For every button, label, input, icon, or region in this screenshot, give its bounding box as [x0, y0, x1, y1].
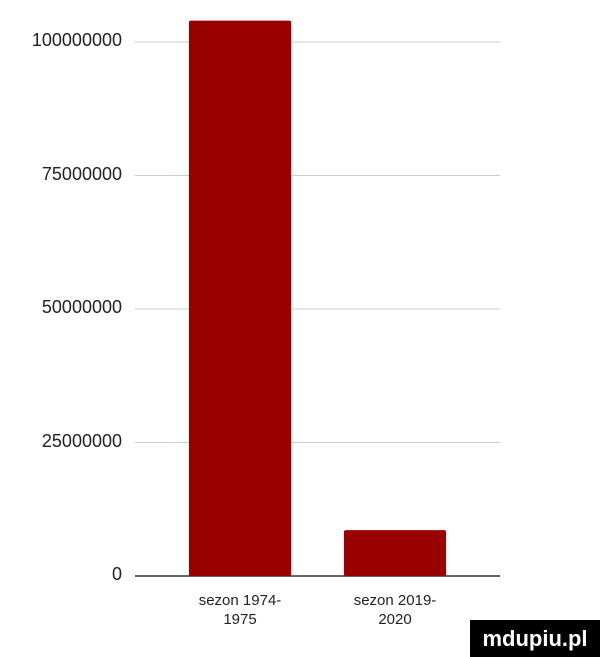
bar — [343, 530, 447, 576]
y-tick-label: 100000000 — [31, 30, 122, 50]
y-tick-label: 75000000 — [41, 163, 122, 184]
y-tick-label: 0 — [111, 564, 122, 584]
watermark: mdupiu.pl — [470, 620, 600, 657]
x-tick-label: sezon 2019-2020 — [353, 592, 437, 628]
bar — [188, 20, 292, 576]
y-tick-label: 25000000 — [41, 430, 122, 451]
x-tick-label: sezon 1974-1975 — [198, 592, 282, 628]
y-tick-label: 50000000 — [41, 297, 122, 317]
